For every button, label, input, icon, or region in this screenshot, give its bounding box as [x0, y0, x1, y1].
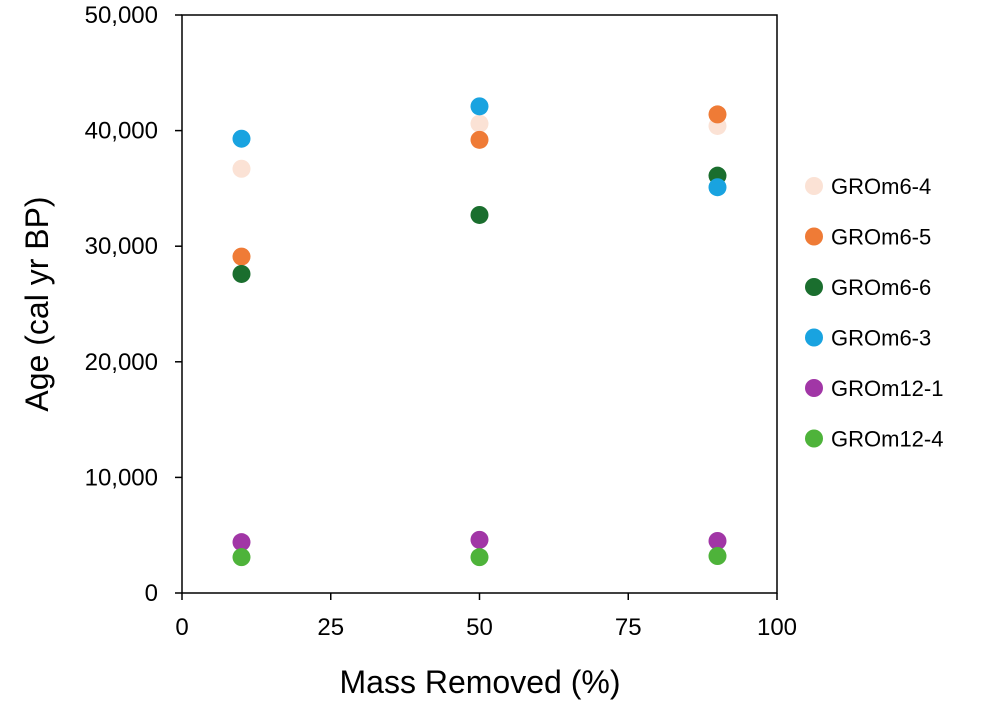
x-tick-label: 100: [757, 614, 797, 641]
data-point: [470, 205, 489, 224]
legend-label: GROm12-4: [831, 427, 943, 452]
data-point: [708, 531, 727, 550]
data-point: [232, 264, 251, 283]
legend-item: GROm6-5: [805, 225, 931, 250]
y-axis-title: Age (cal yr BP): [19, 196, 55, 411]
series-GROm12-1: [232, 530, 727, 552]
legend-label: GROm6-5: [831, 225, 931, 250]
data-point: [470, 530, 489, 549]
legend-marker: [805, 227, 823, 246]
legend-label: GROm6-6: [831, 275, 931, 300]
y-tick-label: 10,000: [85, 464, 158, 491]
y-tick-label: 30,000: [85, 233, 158, 260]
legend-marker: [805, 328, 823, 347]
data-point: [708, 105, 727, 124]
x-tick-label: 50: [466, 614, 493, 641]
data-point: [232, 159, 251, 178]
data-point: [470, 130, 489, 149]
legend: GROm6-4 GROm6-5 GROm6-6 GROm6-3 GROm12-1 GROm…: [805, 174, 943, 452]
legend-item: GROm6-3: [805, 326, 931, 351]
y-tick-label: 20,000: [85, 349, 158, 376]
y-tick-label: 50,000: [85, 2, 158, 29]
data-point: [470, 548, 489, 567]
legend-marker: [805, 429, 823, 448]
data-point: [708, 178, 727, 197]
legend-marker: [805, 379, 823, 397]
x-axis-title: Mass Removed (%): [340, 664, 621, 700]
y-tick-label: 0: [145, 580, 158, 607]
x-tick-label: 25: [317, 614, 344, 641]
legend-marker: [805, 177, 823, 195]
legend-label: GROm12-1: [831, 376, 943, 401]
series-GROm6-6: [232, 166, 727, 283]
x-tick-label: 75: [615, 614, 642, 641]
data-point: [232, 129, 251, 148]
x-tick-label: 0: [175, 614, 188, 641]
legend-marker: [805, 278, 823, 296]
data-point: [708, 547, 727, 566]
legend-label: GROm6-3: [831, 326, 931, 351]
data-point: [232, 247, 251, 266]
legend-item: GROm6-6: [805, 275, 931, 300]
legend-item: GROm6-4: [805, 174, 931, 199]
data-point: [470, 114, 489, 133]
series-GROm6-5: [232, 105, 727, 266]
data-point: [470, 97, 489, 116]
y-tick-label: 40,000: [85, 118, 158, 145]
axis-ticks: 0 25 50 75 100 0 10,000 20,000 30,000 40,000 50,00…: [85, 2, 797, 641]
series-GROm6-3: [232, 97, 727, 197]
data-point: [232, 533, 251, 552]
legend-item: GROm12-1: [805, 376, 943, 401]
data-point: [232, 548, 251, 567]
data-points: [232, 97, 727, 567]
legend-item: GROm12-4: [805, 427, 943, 452]
legend-label: GROm6-4: [831, 174, 931, 199]
series-GROm12-4: [232, 547, 727, 567]
